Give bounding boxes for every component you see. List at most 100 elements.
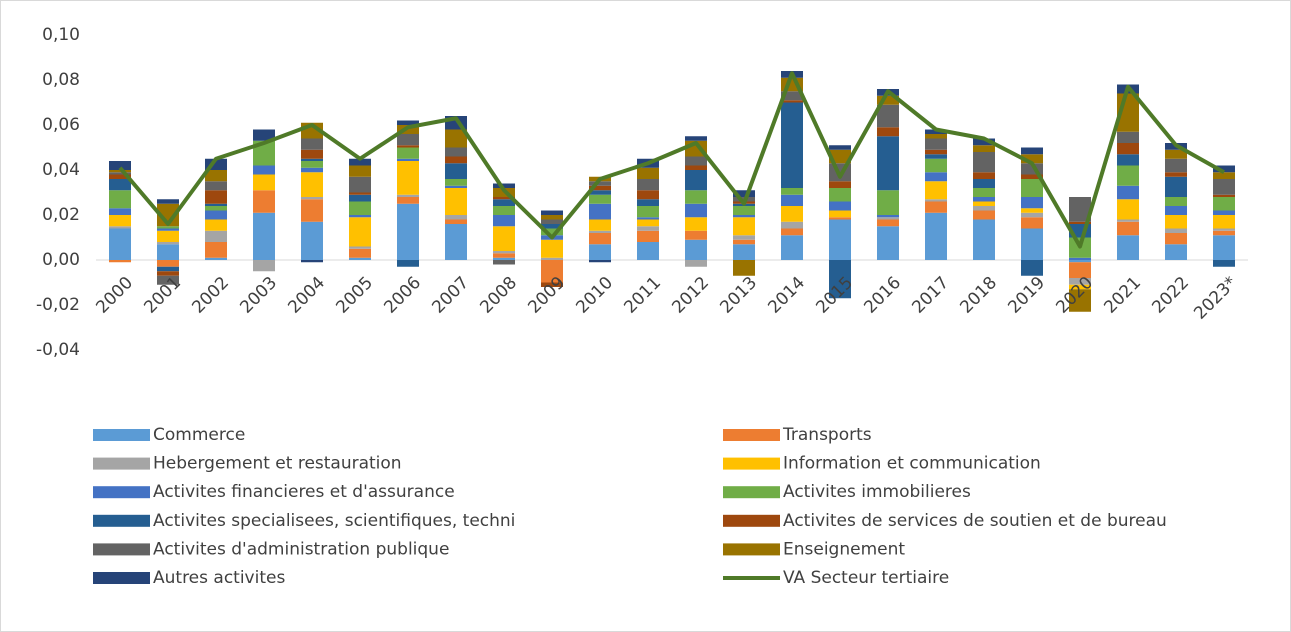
bar-segment [253,129,275,141]
bar-segment [733,235,755,240]
legend-swatch [723,457,780,470]
bar-segment [445,188,467,215]
bar-segment [253,260,275,272]
legend-label: VA Secteur tertiaire [783,568,949,588]
bar-segment [925,199,947,202]
bar-segment [445,156,467,164]
bar-segment [109,161,131,170]
bar-segment [733,190,755,197]
bar-segment [1021,163,1043,175]
bar-segment [685,260,707,267]
bar-segment [733,244,755,260]
bar-segment [589,230,611,233]
bar-segment [301,161,323,168]
legend-label: Activites de services de soutien et de b… [783,511,1167,531]
bar-segment [157,242,179,245]
bar-segment [349,217,371,247]
bar-segment [1021,208,1043,213]
bar-segment [349,158,371,166]
bar-segment [589,181,611,186]
bar-segment [829,188,851,202]
bar-segment [1213,197,1235,211]
bar-segment [589,244,611,260]
legend-label: Activites d'administration publique [153,539,449,559]
bar-segment [253,140,275,166]
bar-segment [1213,230,1235,236]
bar-segment [973,206,995,211]
bar-segment [1069,197,1091,222]
bar-segment [493,183,515,188]
bar-segment [205,219,227,231]
bar-segment [1213,260,1235,267]
bar-segment [301,199,323,222]
y-tick-label: -0,04 [36,340,80,360]
legend-label: Enseignement [783,539,905,559]
bar-segment [781,194,803,206]
bar-segment [109,208,131,215]
bar-segment [1021,174,1043,179]
bar-segment [493,260,515,265]
bar-segment [685,217,707,231]
bar-segment [637,230,659,242]
legend-swatch [93,543,150,556]
bar-segment [1165,206,1187,215]
bar-segment [1165,233,1187,245]
bar-segment [733,206,755,215]
legend-swatch [723,486,780,499]
bar-segment [1165,244,1187,260]
bar-segment [925,172,947,182]
bar-segment [1117,199,1139,220]
bar-segment [493,226,515,251]
legend-label: Autres activites [153,568,285,588]
bar-segment [973,179,995,188]
bar-segment [541,224,563,229]
bar-segment [397,134,419,146]
bar-segment [541,210,563,215]
bar-segment [397,161,419,195]
bar-segment [1021,217,1043,229]
bar-segment [637,242,659,260]
legend-label: Activites immobilieres [783,482,971,502]
bar-segment [349,215,371,218]
bar-segment [1021,260,1043,276]
bar-segment [397,203,419,260]
legend-swatch [93,514,150,527]
bar-segment [589,190,611,195]
bar-segment [589,233,611,245]
bar-segment [445,147,467,157]
legend-label: Activites specialisees, scientifiques, t… [153,511,515,531]
bar-segment [637,226,659,231]
bar-segment [973,145,995,152]
bar-segment [1213,210,1235,215]
bar-segment [157,260,179,267]
bar-segment [1165,176,1187,197]
bar-segment [973,138,995,146]
bar-segment [349,165,371,177]
bar-segment [109,226,131,229]
bar-segment [589,203,611,220]
bar-segment [205,203,227,206]
y-tick-label: 0,06 [42,115,80,135]
bar-segment [445,129,467,148]
bar-segment [1165,215,1187,229]
bar-segment [445,224,467,260]
bar-segment [1069,262,1091,278]
bar-segment [397,158,419,161]
bar-segment [877,127,899,137]
bar-segment [1117,221,1139,236]
bar-segment [973,197,995,202]
bar-segment [589,219,611,231]
bar-segment [637,167,659,179]
bar-segment [877,136,899,191]
legend-label: Hebergement et restauration [153,454,402,474]
bar-segment [445,219,467,224]
bar-segment [925,154,947,159]
bar-segment [493,206,515,215]
bar-segment [925,134,947,139]
bar-segment [1213,179,1235,195]
bar-segment [1165,149,1187,159]
bar-segment [109,260,131,263]
legend-swatch [723,514,780,527]
bar-segment [637,219,659,227]
